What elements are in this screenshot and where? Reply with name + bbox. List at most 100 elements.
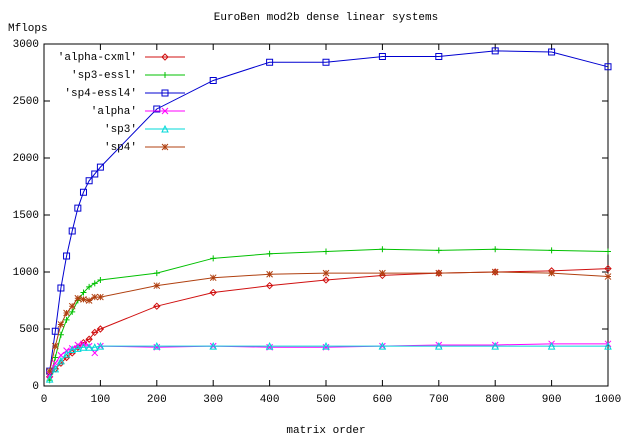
x-tick-label: 800 [485, 394, 505, 406]
x-tick-label: 200 [147, 394, 167, 406]
point [79, 188, 87, 196]
point [162, 72, 168, 78]
point [153, 270, 160, 277]
point [85, 343, 93, 351]
legend-label: 'sp3' [104, 124, 137, 136]
point [63, 252, 71, 260]
point [68, 302, 76, 310]
point [322, 269, 330, 277]
point [91, 328, 99, 337]
point [96, 341, 105, 350]
point [80, 289, 87, 296]
point [63, 309, 70, 317]
point [57, 284, 65, 292]
legend-label: 'alpha-cxml' [58, 52, 137, 64]
point [435, 53, 443, 61]
legend-label: 'sp3-essl' [71, 70, 137, 82]
point [379, 246, 386, 253]
y-tick-label: 2500 [13, 96, 39, 108]
point [153, 282, 161, 290]
point [604, 63, 612, 71]
point [161, 53, 169, 61]
point [265, 341, 274, 350]
point [266, 250, 273, 257]
chart-title: EuroBen mod2b dense linear systems [214, 12, 438, 24]
point [209, 76, 217, 84]
point [266, 270, 273, 278]
point [322, 58, 330, 66]
point [96, 325, 105, 333]
x-tick-label: 500 [316, 394, 336, 406]
point [57, 351, 65, 359]
x-tick-label: 700 [429, 394, 449, 406]
point [91, 349, 99, 357]
series-line [49, 50, 609, 372]
point [491, 341, 500, 350]
y-axis-label: Mflops [8, 23, 48, 35]
point [605, 248, 611, 255]
point [45, 375, 54, 383]
point [161, 107, 169, 115]
point [210, 255, 217, 262]
point [152, 341, 161, 350]
point [85, 335, 93, 343]
point [90, 343, 99, 351]
point [51, 364, 60, 373]
x-tick-label: 300 [203, 394, 223, 406]
point [91, 280, 98, 287]
point [266, 58, 274, 66]
point [161, 143, 169, 151]
point [492, 246, 499, 253]
point [97, 276, 104, 283]
point [435, 247, 442, 254]
y-tick-label: 3000 [13, 39, 39, 51]
point [74, 204, 82, 212]
legend-label: 'sp4-essl4' [64, 88, 137, 100]
point [62, 349, 71, 358]
point [322, 341, 330, 350]
point [379, 269, 386, 277]
point [322, 276, 330, 284]
point [74, 344, 82, 352]
point [547, 341, 556, 350]
point [265, 281, 274, 290]
x-tick-label: 900 [542, 394, 562, 406]
point [548, 48, 556, 56]
point [161, 124, 169, 133]
point [86, 283, 93, 290]
x-tick-label: 600 [372, 394, 392, 406]
point [434, 341, 443, 350]
y-tick-label: 2000 [13, 153, 39, 165]
x-tick-label: 0 [41, 394, 48, 406]
point [57, 331, 64, 338]
point [161, 89, 169, 97]
point [491, 268, 499, 276]
point [85, 297, 93, 304]
point [604, 264, 612, 273]
point [51, 359, 59, 367]
point [57, 356, 65, 365]
point [63, 316, 70, 323]
x-tick-label: 400 [260, 394, 280, 406]
point [323, 248, 329, 255]
point [68, 345, 77, 354]
y-tick-label: 1500 [13, 210, 39, 222]
point [91, 293, 99, 301]
y-tick-label: 1000 [13, 267, 39, 279]
point [79, 343, 88, 351]
legend-label: 'alpha' [91, 106, 137, 118]
point [153, 302, 161, 310]
point [69, 308, 76, 315]
point [548, 269, 555, 277]
point [548, 247, 555, 254]
point [96, 163, 104, 171]
y-tick-label: 500 [19, 324, 39, 336]
point [209, 288, 217, 297]
point [91, 170, 99, 178]
point [378, 341, 387, 350]
point [153, 105, 161, 113]
point [209, 341, 218, 350]
